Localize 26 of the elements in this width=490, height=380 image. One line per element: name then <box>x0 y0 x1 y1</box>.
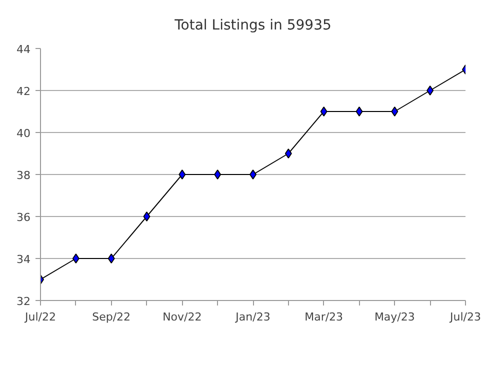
point <box>426 86 434 96</box>
x-tick-label: May/23 <box>374 310 415 324</box>
x-tick-label: Nov/22 <box>162 310 202 324</box>
x-tick-label: Jan/23 <box>234 310 270 324</box>
point <box>320 106 328 116</box>
y-tick-label: 40 <box>16 127 31 140</box>
x-tick-label: Jul/23 <box>449 310 481 324</box>
point <box>72 254 80 264</box>
point <box>250 170 256 180</box>
point <box>356 106 363 116</box>
x-tick-label: Jul/22 <box>24 310 56 324</box>
x-tick-label: Mar/23 <box>304 310 344 324</box>
chart-title: Total Listings in 59935 <box>174 18 332 34</box>
point <box>143 212 150 222</box>
point <box>214 170 222 180</box>
point <box>391 106 398 116</box>
y-tick-label: 38 <box>16 169 31 182</box>
y-tick-label: 36 <box>16 211 31 224</box>
y-tick-label: 32 <box>16 295 31 308</box>
y-tick-label: 44 <box>16 43 31 56</box>
x-tick-label: Sep/22 <box>92 310 131 324</box>
point <box>108 254 115 264</box>
y-tick-label: 42 <box>16 85 31 98</box>
y-tick-label: 34 <box>16 253 31 266</box>
point <box>284 148 292 158</box>
point <box>178 170 186 180</box>
